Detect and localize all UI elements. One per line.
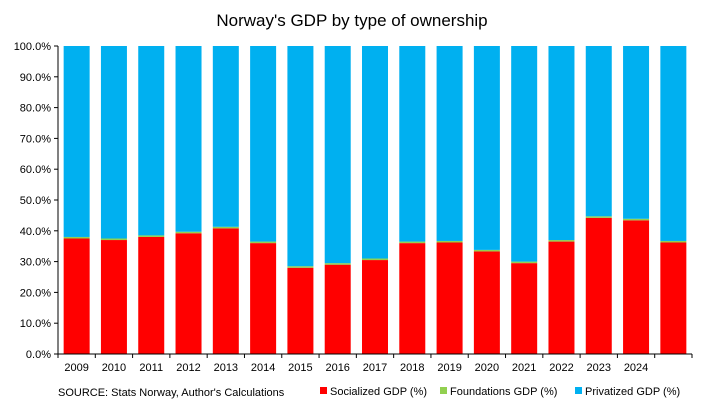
bar-2022-series-1 [548, 240, 575, 242]
bar-2015-series-0 [287, 267, 314, 354]
y-tick-label: 100.0% [14, 41, 52, 53]
bar-2013-series-2 [212, 46, 239, 227]
y-tick-label: 50.0% [20, 195, 51, 207]
y-tick-label: 10.0% [20, 318, 51, 330]
legend-swatch [575, 387, 582, 394]
bar-last-series-0 [660, 242, 687, 354]
bar-2014-series-0 [250, 243, 277, 354]
x-tick-label: 2012 [176, 362, 200, 374]
bar-2015-series-1 [287, 266, 314, 268]
x-tick-label: 2015 [288, 362, 312, 374]
bar-2011-series-1 [138, 235, 165, 237]
legend: Socialized GDP (%) Foundations GDP (%) Pri… [320, 386, 680, 398]
x-tick-label: 2011 [139, 362, 163, 374]
bar-2009-series-2 [63, 46, 90, 237]
bar-2013-series-1 [212, 226, 239, 229]
y-tick-label: 80.0% [20, 103, 51, 115]
bar-2012-series-1 [175, 231, 202, 234]
bar-2009-series-0 [63, 238, 90, 354]
source-note: SOURCE: Stats Norway, Author's Calculati… [58, 387, 285, 399]
y-tick-label: 90.0% [20, 72, 51, 84]
bar-2021-series-0 [511, 263, 538, 354]
bar-2023-series-0 [585, 217, 612, 354]
bar-2017-series-0 [362, 260, 388, 354]
y-tick-label: 70.0% [20, 133, 51, 145]
x-tick-label: 2016 [325, 362, 349, 374]
y-tick-label: 30.0% [20, 257, 51, 269]
bar-2015-series-2 [287, 46, 314, 267]
bar-2019-series-0 [436, 242, 463, 354]
bar-2012-series-2 [175, 46, 202, 232]
bar-2021-series-2 [511, 46, 538, 262]
bar-2010-series-2 [100, 46, 127, 239]
bar-2020-series-1 [473, 249, 500, 252]
bar-2010-series-0 [100, 240, 127, 354]
x-tick-label: 2014 [251, 362, 275, 374]
bar-2011-series-0 [138, 236, 165, 354]
bar-2018-series-2 [399, 46, 426, 242]
bar-2014-series-2 [250, 46, 277, 242]
x-tick-label: 2023 [587, 362, 611, 374]
bar-2024-series-2 [623, 46, 650, 219]
y-tick-label: 60.0% [20, 164, 51, 176]
bar-2019-series-1 [436, 240, 463, 243]
bar-2022-series-2 [548, 46, 575, 241]
bar-2019-series-2 [436, 46, 463, 241]
bar-2018-series-1 [399, 241, 426, 244]
legend-label: Foundations GDP (%) [450, 386, 557, 398]
bar-2012-series-0 [175, 233, 202, 354]
x-tick-label: 2013 [214, 362, 238, 374]
legend-swatch [440, 387, 447, 394]
bar-last-series-1 [660, 240, 687, 243]
bar-2014-series-1 [250, 241, 277, 244]
bar-2016-series-0 [324, 264, 351, 354]
bar-2013-series-0 [212, 228, 239, 354]
y-axis: 0.0% 10.0% 20.0% 30.0% 40.0% 50.0% 60.0% 70.0% 8… [14, 41, 59, 361]
x-tick-label: 2024 [624, 362, 648, 374]
chart-title: Norway's GDP by type of ownership [216, 11, 487, 30]
legend-swatch [320, 387, 327, 394]
bar-2010-series-1 [100, 238, 127, 241]
bar-2023-series-2 [585, 46, 612, 217]
x-tick-label: 2010 [102, 362, 126, 374]
bar-2011-series-2 [138, 46, 165, 236]
legend-label: Privatized GDP (%) [585, 386, 680, 398]
bar-2020-series-0 [473, 251, 500, 354]
x-tick-label: 2020 [475, 362, 499, 374]
x-tick-label: 2018 [400, 362, 424, 374]
x-tick-label: 2017 [363, 362, 387, 374]
bar-2024-series-1 [623, 218, 650, 221]
y-tick-label: 20.0% [20, 287, 51, 299]
bar-2018-series-0 [399, 243, 426, 354]
bar-2020-series-2 [473, 46, 500, 250]
y-tick-label: 40.0% [20, 226, 51, 238]
bar-2017-series-1 [362, 258, 388, 261]
x-tick-label: 2019 [437, 362, 461, 374]
bar-2023-series-1 [585, 216, 612, 218]
legend-label: Socialized GDP (%) [330, 386, 427, 398]
bar-2021-series-1 [511, 261, 538, 264]
bar-2016-series-2 [324, 46, 351, 264]
bar-2016-series-1 [324, 263, 351, 265]
x-axis: 2009 2010 2011 2012 2013 2014 2015 2016 2017 2018… [57, 353, 693, 374]
bars-group [63, 46, 687, 354]
bar-2022-series-0 [548, 241, 575, 354]
x-tick-label: 2021 [512, 362, 536, 374]
bar-2017-series-2 [362, 46, 388, 259]
y-tick-label: 0.0% [26, 349, 51, 361]
bar-last-series-2 [660, 46, 687, 241]
bar-2024-series-0 [623, 220, 650, 354]
x-tick-label: 2009 [64, 362, 88, 374]
bar-2009-series-1 [63, 236, 90, 239]
x-tick-label: 2022 [549, 362, 573, 374]
